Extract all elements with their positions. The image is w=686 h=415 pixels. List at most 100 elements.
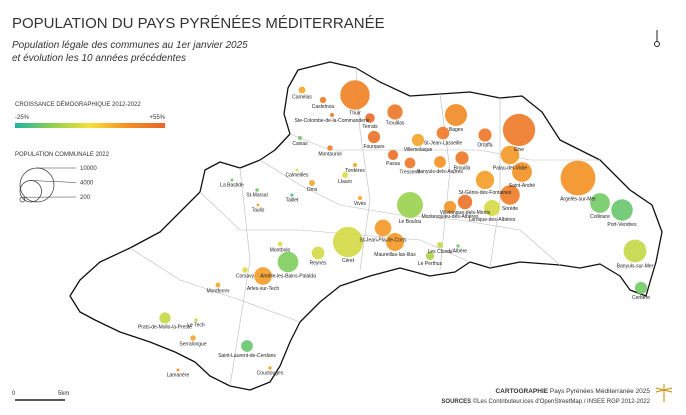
- commune-bubble: [297, 135, 303, 141]
- commune-bubble: [332, 226, 364, 258]
- commune-bubble: [611, 199, 633, 221]
- commune-bubble: [256, 203, 260, 207]
- commune-label: Tordères: [345, 168, 365, 174]
- commune-label: Maureillas-las-Illas: [374, 252, 416, 258]
- scale-bar: 0 5km: [12, 391, 69, 401]
- commune-label: Reynès: [310, 260, 327, 266]
- commune-bubble: [512, 162, 532, 182]
- commune-bubble: [298, 86, 306, 94]
- sources: SOURCES ©Les Contributeur.ices d'OpenStr…: [441, 398, 650, 405]
- legend-title: CROISSANCE DÉMOGRAPHIQUE 2012-2022: [15, 101, 141, 108]
- commune-label: La Bastide: [220, 183, 244, 189]
- commune-label: Ste-Colombe-de-la-Commanderie: [294, 118, 369, 124]
- commune-label: Banyuls-sur-Mer: [617, 263, 654, 269]
- commune-label: Trouillas: [386, 121, 405, 127]
- commune-bubble: [242, 267, 248, 273]
- commune-bubble: [387, 149, 399, 161]
- commune-label: Sorède: [502, 206, 518, 212]
- commune-label: Argelès-sur-Mer: [560, 196, 596, 202]
- commune-bubble: [357, 195, 363, 201]
- commune-bubble: [290, 193, 294, 197]
- commune-bubble: [623, 239, 647, 263]
- commune-label: Camélas: [292, 94, 312, 100]
- commune-label: Fourques: [363, 144, 385, 150]
- commune-bubble: [386, 233, 404, 251]
- legend-min: -25%: [15, 115, 30, 121]
- size-legend-circle: [19, 180, 42, 203]
- commune-bubble: [254, 267, 272, 285]
- commune-label: Calmeilles: [285, 173, 309, 179]
- commune-bubble: [159, 312, 171, 324]
- commune-label: Oms: [307, 187, 318, 193]
- commune-bubble: [404, 157, 416, 169]
- commune-bubble: [560, 160, 596, 196]
- commune-bubble: [277, 251, 299, 273]
- commune-bubble: [590, 193, 610, 213]
- commune-bubble: [319, 96, 327, 104]
- commune-bubble: [340, 80, 370, 110]
- commune-label: Céret: [342, 258, 355, 264]
- commune-bubble: [437, 242, 443, 248]
- commune-label: Prats-de-Mollo-la-Preste: [138, 325, 192, 331]
- commune-label: St-Génis-des-Fontaines: [459, 190, 512, 196]
- commune-bubble: [484, 200, 500, 216]
- commune-bubble: [230, 178, 234, 182]
- commune-label: Cerbère: [632, 295, 650, 301]
- commune-label: Terrats: [362, 124, 378, 130]
- commune-bubble: [436, 126, 450, 140]
- size-legend-label: 200: [80, 195, 91, 201]
- commune-bubble: [194, 318, 198, 322]
- commune-bubble: [397, 192, 423, 218]
- commune-label: Bages: [449, 127, 464, 133]
- labels: Thuir Céret Elne Argelès-sur-Mer Port-Vendre…: [138, 94, 654, 378]
- commune-label: Serralongue: [179, 342, 206, 348]
- commune-label: Montferrer: [206, 288, 229, 294]
- legend-title: POPULATION COMMUNALE 2022: [15, 152, 110, 158]
- commune-bubble: [277, 241, 283, 247]
- commune-label: Amélie-les-Bains-Palalda: [260, 273, 316, 279]
- commune-label: Castelnou: [312, 104, 335, 110]
- scale-label: 0: [12, 391, 16, 397]
- commune-label: Tresserre: [399, 169, 420, 175]
- commune-bubble: [411, 133, 425, 147]
- commune-bubble: [425, 251, 435, 261]
- commune-bubble: [500, 145, 520, 165]
- commune-label: Le Tech: [187, 323, 205, 329]
- commune-label: L'Albère: [449, 249, 467, 255]
- commune-bubble: [311, 246, 325, 260]
- bubbles: [159, 80, 648, 372]
- commune-label: Saint-André: [509, 183, 536, 189]
- commune-bubble: [190, 335, 196, 341]
- commune-bubble: [374, 219, 392, 237]
- commune-label: Taillet: [286, 198, 299, 204]
- commune-label: Montbolo: [270, 247, 291, 253]
- credit-label: CARTOGRAPHIE: [495, 388, 548, 395]
- commune-bubble: [457, 194, 473, 210]
- commune-label: Palau-del-Vidre: [493, 165, 528, 171]
- commune-label: Vivès: [354, 201, 367, 207]
- commune-bubble: [434, 156, 446, 168]
- color-ramp: [15, 123, 165, 128]
- commune-bubble: [255, 188, 259, 192]
- commune-bubble: [443, 200, 457, 214]
- logo: [655, 384, 673, 402]
- commune-label: Brouilla: [454, 166, 471, 172]
- commune-bubble: [329, 112, 335, 118]
- commune-bubble: [634, 281, 648, 295]
- commune-label: Port-Vendres: [607, 222, 637, 228]
- commune-bubble: [502, 113, 536, 147]
- title: POPULATION DU PAYS PYRÉNÉES MÉDITERRANÉE: [12, 15, 385, 32]
- commune-label: Taulis: [252, 208, 265, 214]
- sources-label: SOURCES: [441, 399, 471, 405]
- north-arrow: [654, 30, 660, 47]
- commune-label: Arles-sur-Tech: [247, 286, 279, 292]
- commune-label: Ortaffa: [477, 143, 492, 149]
- commune-label: Corsavy: [236, 274, 255, 280]
- commune-label: Llauro: [338, 179, 352, 185]
- commune-bubble: [475, 170, 495, 190]
- credit-text: Pays Pyrénées Méditerranée 2025: [550, 388, 650, 395]
- commune-label: Villemolaque: [404, 147, 433, 153]
- commune-label: Le Perthus: [418, 261, 443, 267]
- commune-bubble: [500, 185, 520, 205]
- commune-bubble: [342, 172, 348, 178]
